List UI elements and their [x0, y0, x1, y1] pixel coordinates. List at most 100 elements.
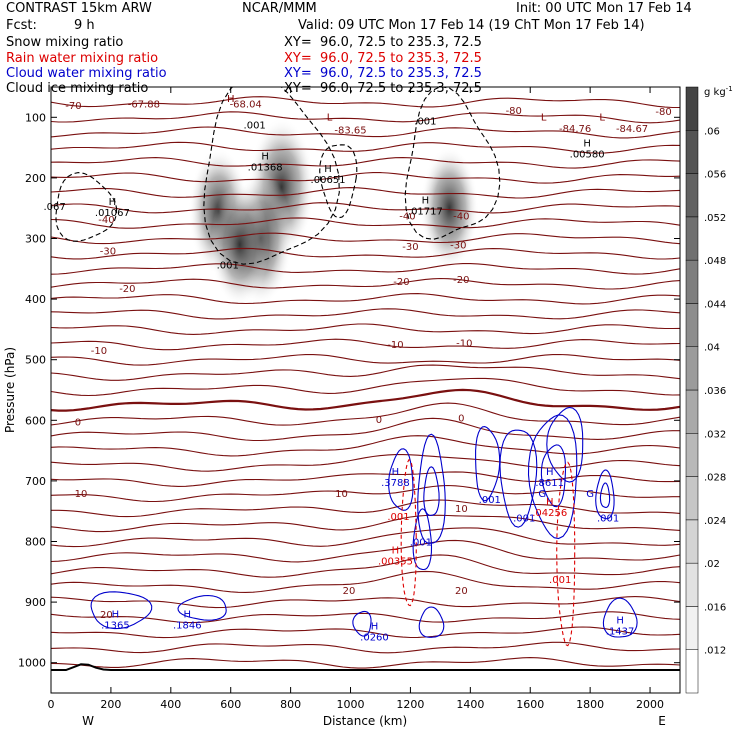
temperature-contour — [51, 293, 680, 305]
temperature-contour — [51, 435, 680, 457]
contour-value-label: .001 — [414, 116, 436, 127]
temperature-label: -30 — [100, 247, 116, 258]
extremum-letter: H — [109, 197, 117, 208]
y-tick-label: 300 — [25, 233, 46, 246]
axes: 0 200 400 600 800 1000 1200 1400 1600 1800 2000100… — [18, 87, 680, 711]
rain-water-contour — [556, 461, 576, 647]
extremum-letter: L — [541, 112, 547, 123]
x-tick-label: 1400 — [456, 698, 484, 711]
colorbar-bin — [685, 303, 699, 347]
colorbar-bin — [685, 173, 699, 218]
temperature-label: 10 — [75, 489, 88, 500]
y-tick-label: 900 — [25, 596, 46, 609]
temperature-contour — [51, 308, 680, 320]
temperature-contour — [51, 111, 680, 124]
temperature-label: -20 — [453, 275, 469, 286]
colorbar-bin — [685, 389, 699, 434]
temperature-label: -67.88 — [128, 99, 160, 110]
temperature-label: -70 — [65, 101, 81, 112]
y-tick-label: 100 — [25, 111, 46, 124]
cloud-water-contours — [90, 406, 638, 638]
temperature-contour — [51, 454, 680, 472]
temperature-contour — [51, 596, 680, 609]
extremum-value: .01067 — [95, 208, 130, 219]
colorbar: .012 .016 .02 .024 .028 .032 .036 .04 .044 .048 .0… — [685, 86, 726, 694]
contour-value-label: .001 — [217, 261, 239, 272]
colorbar-bin — [685, 130, 699, 174]
y-tick-label: 800 — [25, 536, 46, 549]
colorbar-label: .044 — [704, 299, 726, 310]
temperature-contour — [51, 554, 680, 578]
temperature-label: -40 — [98, 215, 114, 226]
x-tick-label: 200 — [100, 698, 121, 711]
temperature-contour — [51, 202, 680, 214]
west-label: W — [82, 714, 94, 728]
colorbar-bin — [685, 216, 699, 261]
temperature-contour — [51, 611, 680, 624]
temperature-contour — [51, 141, 680, 154]
y-tick-label: 700 — [25, 475, 46, 488]
cloud-ice-contour — [319, 144, 358, 219]
cloud-water-contour — [527, 414, 578, 540]
extremum-value: .1846 — [173, 620, 202, 631]
temperature-label: 0 — [376, 415, 382, 426]
temperature-contour — [51, 187, 680, 199]
temperature-label: -10 — [456, 339, 472, 350]
extremum-value: .0260 — [360, 632, 389, 643]
colorbar-bin — [685, 259, 699, 304]
snow-shade-blob — [210, 183, 269, 307]
temperature-contour — [51, 126, 680, 139]
temperature-label: 20 — [343, 586, 356, 597]
contour-value-label: .001 — [549, 575, 571, 586]
temperature-contour — [51, 157, 680, 169]
cloud-water-contour — [540, 444, 567, 508]
extremum-letter: H — [184, 609, 192, 620]
temperature-label: -80 — [506, 106, 522, 117]
temperature-label: 10 — [455, 504, 468, 515]
extremum-letter: H — [392, 467, 400, 478]
temperature-label: -83.65 — [334, 125, 366, 136]
temperature-contour — [51, 172, 680, 184]
cloud-ice-contours — [55, 87, 501, 265]
model-title: CONTRAST 15km ARW — [6, 1, 152, 16]
extremum-letter: H — [583, 138, 591, 149]
x-axis-label: Distance (km) — [323, 714, 407, 728]
temperature-contour — [51, 471, 680, 487]
cloud-water-contour — [412, 508, 433, 571]
extremum-letter: H — [546, 497, 554, 508]
field-rain-xy: XY= 96.0, 72.5 to 235.3, 72.5 — [284, 51, 482, 66]
colorbar-label: .056 — [704, 170, 726, 181]
contour-value-label: G — [538, 489, 546, 500]
cloud-water-contour — [417, 433, 446, 544]
extremum-letter: H — [324, 164, 332, 175]
cloud-water-contour — [90, 591, 153, 630]
y-tick-label: 500 — [25, 354, 46, 367]
temperature-contour — [51, 263, 680, 275]
temperature-contour — [51, 323, 680, 335]
temperature-contour — [51, 96, 680, 109]
valid-time: Valid: 09 UTC Mon 17 Feb 14 (19 ChT Mon … — [298, 18, 645, 33]
x-tick-label: 1800 — [576, 698, 604, 711]
org-label: NCAR/MMM — [242, 1, 317, 16]
cloud-water-contour — [418, 606, 445, 638]
colorbar-bin — [685, 476, 699, 521]
extremum-value: .01717 — [408, 206, 443, 217]
temperature-label: -30 — [450, 241, 466, 252]
extremum-value: .00651 — [311, 175, 346, 186]
temperature-contours — [51, 96, 680, 671]
x-tick-label: 600 — [220, 698, 241, 711]
cloud-water-contour — [423, 466, 440, 516]
cloud-water-contour — [177, 594, 227, 621]
rain-water-contour — [400, 459, 417, 607]
temperature-label: -84.67 — [616, 124, 648, 135]
extremum-letter: H — [261, 152, 269, 163]
contour-value-label: .001 — [597, 513, 619, 524]
extremum-letter: L — [327, 112, 333, 123]
y-tick-label: 200 — [25, 172, 46, 185]
temperature-contour — [51, 388, 680, 412]
rain-water-contours — [400, 459, 576, 647]
colorbar-units: g kg-1 — [704, 85, 733, 98]
temperature-label: 10 — [335, 489, 348, 500]
colorbar-bin — [685, 519, 699, 564]
